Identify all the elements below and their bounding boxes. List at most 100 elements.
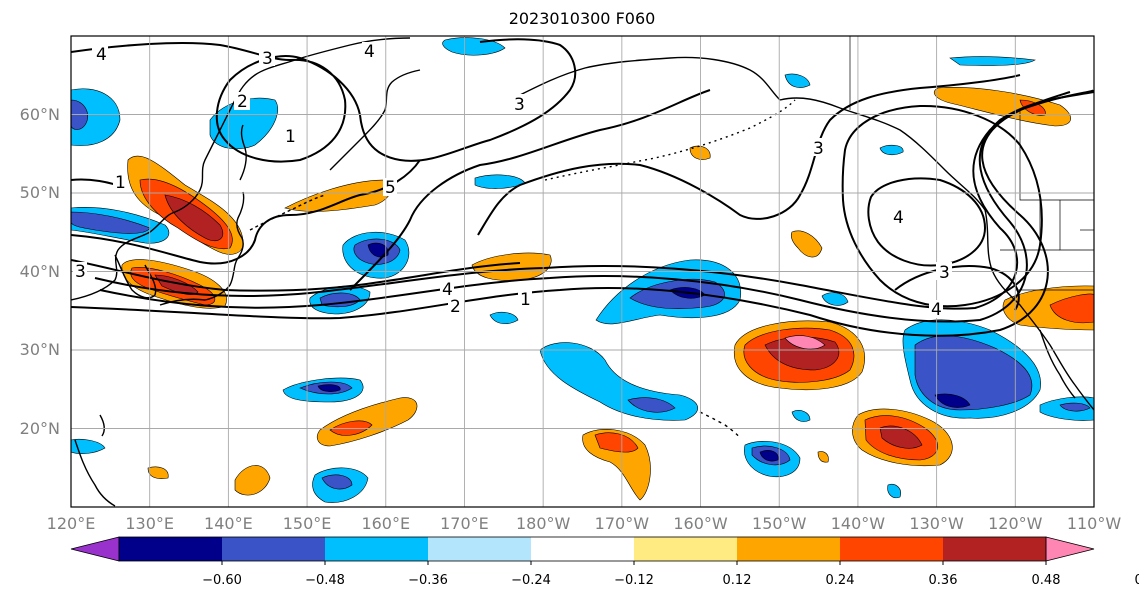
boundary-layer — [849, 36, 1094, 291]
colorbar-tick-label: 0.60 — [1134, 573, 1139, 588]
contour-label-5-kamchatka: 5 — [385, 178, 396, 198]
colorbar — [70, 536, 1095, 565]
anomaly-positive-japan-north-max — [164, 194, 224, 242]
contour-label-4-north: 4 — [364, 42, 375, 62]
lon-label-150w: 150°W — [752, 514, 807, 533]
contour-label-4-west: 4 — [96, 45, 107, 65]
lon-label-150e: 150°E — [282, 514, 332, 533]
anomaly-negative-west-edge — [71, 88, 121, 146]
lat-label-30n: 30°N — [19, 340, 60, 359]
anomaly-positive-california-core — [1049, 293, 1094, 324]
lon-label-130e: 130°E — [125, 514, 175, 533]
anomaly-positive-hawaii-north-max — [784, 335, 826, 350]
colorbar-tick-label: 0.12 — [722, 573, 752, 588]
anomaly-positive-japan-south-max — [154, 274, 199, 295]
colorbar-segment — [840, 537, 944, 561]
colorbar-tick-label: 0.48 — [1031, 573, 1061, 588]
lon-label-120w: 120°W — [988, 514, 1043, 533]
anomaly-negative-west-pacific-max — [317, 384, 341, 392]
colorbar-segment — [634, 537, 738, 561]
anomaly-positive-kamchatka — [284, 179, 392, 212]
contour-label-layer: 4 3 2 1 4 3 1 5 3 4 3 4 4 2 1 3 — [73, 42, 952, 320]
lon-label-180w: 180°W — [515, 514, 571, 533]
coastline-philippines — [74, 439, 116, 507]
contour-label-4-east: 4 — [931, 300, 942, 320]
contour-line-12 — [894, 265, 1020, 311]
contour-line-1 — [71, 89, 1094, 337]
coastline-layer — [71, 37, 1094, 507]
colorbar-segment — [325, 537, 429, 561]
contour-label-4-gulf: 4 — [893, 208, 904, 228]
contour-label-2-okhotsk: 2 — [237, 92, 248, 112]
colorbar-tick-label: −0.60 — [202, 573, 242, 588]
contour-line-11 — [841, 104, 1043, 308]
anomaly-negative-small-145w — [821, 292, 849, 306]
coastline-aleutians — [544, 99, 796, 181]
anomaly-negative-small-140w — [791, 410, 811, 422]
anomaly-negative-130w-max — [934, 393, 971, 408]
anomaly-negative-south-150w-max — [759, 450, 779, 462]
map-title: 2023010300 F060 — [508, 9, 656, 28]
contour-line-7 — [477, 74, 1021, 236]
contour-label-1-okhotsk: 1 — [285, 127, 296, 147]
contour-line-5 — [71, 159, 421, 265]
colorbar-border — [118, 536, 1047, 562]
coastline-taiwan — [99, 414, 105, 437]
anomaly-positive-small-145w — [790, 230, 823, 258]
lat-label-50n: 50°N — [19, 183, 60, 202]
anomaly-negative-bc-coast — [949, 56, 1036, 66]
colorbar-segment — [119, 537, 223, 561]
anomaly-positive-south-175w-core — [594, 432, 639, 453]
colorbar-tick-label: −0.48 — [305, 573, 345, 588]
coastline-na-west — [984, 209, 1094, 411]
contour-layer — [71, 38, 1094, 337]
colorbar-extend-min — [70, 536, 120, 562]
anomaly-positive-gulf-alaska — [934, 87, 1071, 127]
colorbar-segment — [428, 537, 532, 561]
contour-line-10 — [867, 177, 987, 267]
contour-label-1-west: 1 — [115, 173, 126, 193]
contour-line-2 — [99, 91, 1094, 323]
contour-label-4-jet: 4 — [442, 280, 453, 300]
coastline-kamchatka — [329, 69, 421, 171]
contour-label-3-bering: 3 — [514, 95, 525, 115]
map-frame — [70, 35, 1095, 508]
coastline-baja — [1039, 329, 1076, 399]
lon-label-170e: 170°E — [440, 514, 489, 533]
anomaly-negative-165w-core — [627, 397, 676, 413]
colorbar-tick-label: −0.24 — [511, 573, 551, 588]
contour-label-3-east: 3 — [939, 263, 950, 283]
colorbar-tick-label: 0.24 — [825, 573, 855, 588]
coastline-japan — [159, 191, 245, 306]
anomaly-negative-small-west — [71, 438, 106, 454]
coastline-hawaii — [699, 411, 741, 439]
lat-label-20n: 20°N — [19, 418, 60, 438]
lon-label-140w: 140°W — [830, 514, 886, 533]
anomaly-negative-small-south-east-core — [1059, 402, 1091, 412]
colorbar-segment — [737, 537, 841, 561]
coastline-sakhalin — [239, 124, 247, 181]
coastline-alaska-west — [519, 56, 781, 101]
coastline-alaska-gulf — [779, 97, 986, 211]
shading-layer — [71, 37, 1094, 503]
anomaly-negative-130w-core — [914, 335, 1033, 411]
colorbar-segment — [943, 537, 1047, 561]
contour-line-6 — [349, 89, 711, 291]
anomaly-positive-south-hawaii-max — [879, 425, 923, 449]
colorbar-tick-label: −0.12 — [614, 573, 654, 588]
anomaly-negative-kuril-max — [367, 242, 389, 258]
anomaly-positive-south-small — [147, 466, 169, 479]
anomaly-negative-gulf-small — [879, 144, 904, 156]
anomaly-negative-south-central-core — [321, 474, 353, 490]
colorbar-extend-max — [1045, 536, 1095, 562]
colorbar-tick-label: 0.36 — [928, 573, 958, 588]
anomaly-positive-south-140e — [234, 465, 271, 496]
anomaly-negative-small-south — [887, 483, 901, 499]
coastline-kurils — [249, 194, 326, 231]
colorbar-tick-label: −0.36 — [408, 573, 448, 588]
contour-label-3-okhotsk: 3 — [262, 49, 273, 69]
contour-label-3-gulf: 3 — [813, 139, 824, 159]
contour-label-3-west: 3 — [75, 262, 86, 282]
coastline-korea — [114, 254, 157, 299]
